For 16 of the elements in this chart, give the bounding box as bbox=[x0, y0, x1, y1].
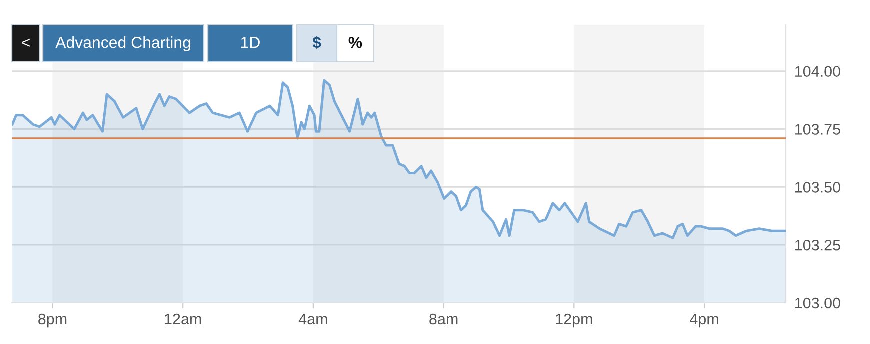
x-tick-label: 12am bbox=[165, 314, 202, 325]
annotation: $ bbox=[312, 36, 322, 50]
x-tick-label: 8am bbox=[430, 314, 458, 325]
x-tick-label: 4pm bbox=[690, 314, 718, 328]
y-tick-label: 103.25 bbox=[796, 240, 840, 251]
x-tick-label: 12pm bbox=[556, 314, 592, 328]
y-tick-label: 104.00 bbox=[796, 66, 840, 78]
annotation: Advanced Charting bbox=[56, 36, 190, 52]
y-tick-label: 103.00 bbox=[796, 298, 840, 309]
y-tick-label: 103.75 bbox=[796, 124, 840, 135]
x-tick-label: 4am bbox=[298, 314, 328, 325]
annotation: 1D bbox=[242, 37, 260, 48]
annotation: % bbox=[348, 37, 362, 48]
x-tick-label: 8pm bbox=[38, 314, 67, 328]
annotation: < bbox=[22, 38, 30, 47]
y-tick-label: 103.50 bbox=[796, 182, 840, 193]
